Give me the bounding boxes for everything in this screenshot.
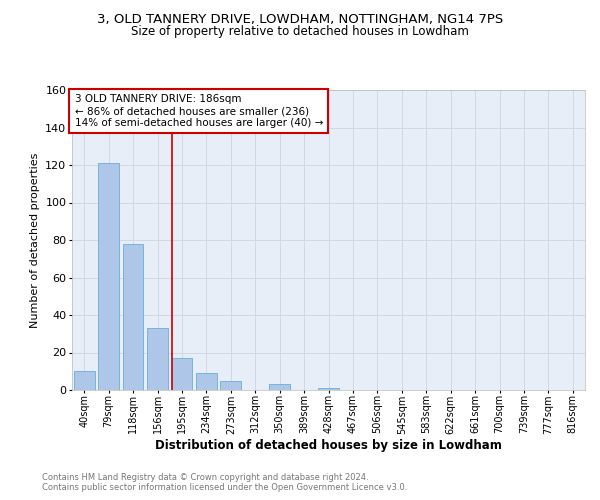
Bar: [122, 244, 143, 390]
Y-axis label: Number of detached properties: Number of detached properties: [30, 152, 40, 328]
X-axis label: Distribution of detached houses by size in Lowdham: Distribution of detached houses by size …: [155, 439, 502, 452]
Bar: [196, 373, 217, 390]
Bar: [318, 388, 339, 390]
Bar: [172, 358, 193, 390]
Text: 3, OLD TANNERY DRIVE, LOWDHAM, NOTTINGHAM, NG14 7PS: 3, OLD TANNERY DRIVE, LOWDHAM, NOTTINGHA…: [97, 12, 503, 26]
Text: 3 OLD TANNERY DRIVE: 186sqm
← 86% of detached houses are smaller (236)
14% of se: 3 OLD TANNERY DRIVE: 186sqm ← 86% of det…: [74, 94, 323, 128]
Bar: [74, 371, 95, 390]
Bar: [269, 384, 290, 390]
Text: Contains public sector information licensed under the Open Government Licence v3: Contains public sector information licen…: [42, 484, 407, 492]
Bar: [220, 380, 241, 390]
Text: Size of property relative to detached houses in Lowdham: Size of property relative to detached ho…: [131, 25, 469, 38]
Bar: [147, 328, 168, 390]
Bar: [98, 163, 119, 390]
Text: Contains HM Land Registry data © Crown copyright and database right 2024.: Contains HM Land Registry data © Crown c…: [42, 472, 368, 482]
